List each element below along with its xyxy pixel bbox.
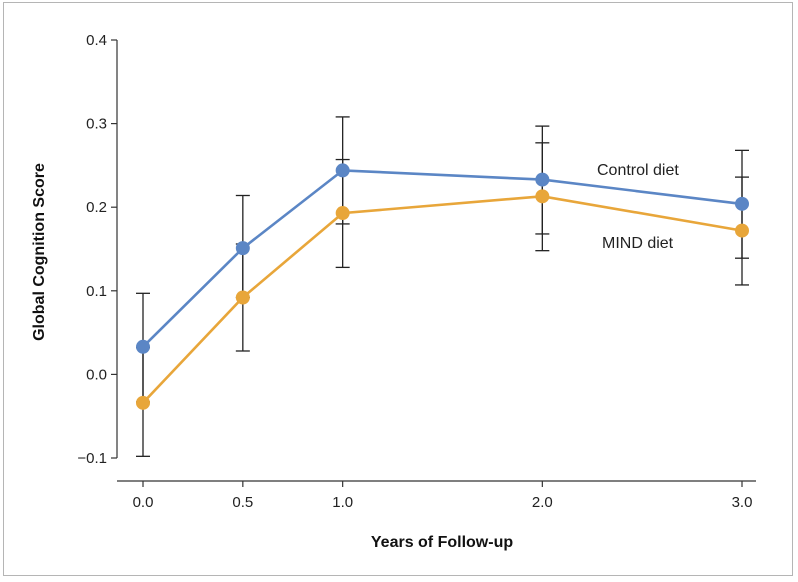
y-tick-label: 0.2 [86,199,107,216]
x-tick-label: 2.0 [532,494,553,511]
series-label-mind: MIND diet [602,235,674,252]
data-point [535,172,550,187]
y-tick-label: 0.4 [86,32,107,49]
data-point [535,189,550,204]
data-point [235,290,250,305]
data-points [136,163,749,410]
y-tick-label: 0.3 [86,116,107,133]
data-point [335,206,350,221]
data-point [136,339,150,354]
y-tick-label: −0.1 [77,450,107,467]
x-tick-label: 0.0 [133,494,154,511]
x-axis-title: Years of Follow-up [371,534,513,551]
series-lines [142,169,743,404]
axes: 0.4 0.3 0.2 0.1 0.0 −0.1 0.0 0.5 1.0 2.0 3.0 [77,32,756,511]
data-point [735,223,749,238]
series-line [142,169,743,348]
series-label-control: Control diet [597,162,679,179]
data-point [136,395,150,410]
chart-frame [3,2,793,576]
x-tick-label: 0.5 [232,494,253,511]
series-line [142,194,743,404]
y-axis-title: Global Cognition Score [31,163,48,341]
x-tick-label: 1.0 [332,494,353,511]
y-tick-label: 0.0 [86,366,107,383]
data-point [735,196,749,211]
y-tick-label: 0.1 [86,283,107,300]
data-point [235,241,250,256]
x-tick-label: 3.0 [732,494,753,511]
data-point [335,163,350,178]
